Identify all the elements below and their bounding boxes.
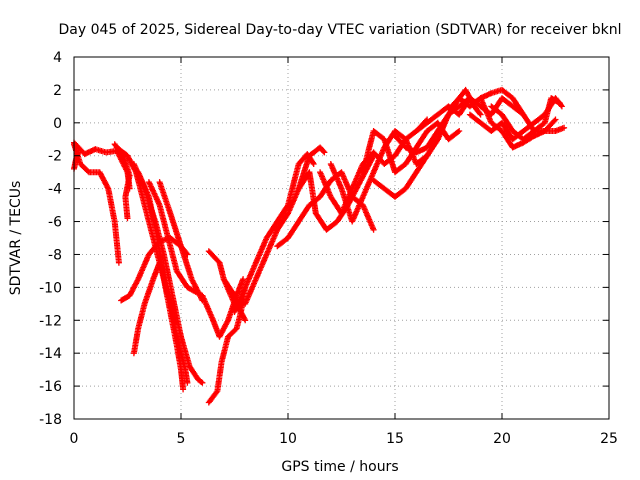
y-tick-label: -4	[48, 182, 62, 198]
x-tick-label: 0	[70, 431, 79, 447]
series-track-15	[231, 151, 317, 315]
y-tick-label: -14	[39, 346, 62, 362]
x-tick-label: 25	[600, 431, 618, 447]
axis-ticks	[73, 56, 610, 420]
x-tick-label: 5	[177, 431, 186, 447]
x-tick-label: 20	[493, 431, 511, 447]
y-tick-label: 2	[53, 83, 62, 99]
data-markers	[71, 86, 568, 406]
x-tick-labels: 0 5 10 15 20 25	[70, 431, 618, 447]
series-track-20	[359, 119, 463, 176]
series-track-27	[488, 95, 563, 143]
x-tick-label: 15	[386, 431, 404, 447]
plus-markers	[359, 119, 463, 176]
series-track-10	[118, 235, 191, 304]
x-tick-label: 10	[279, 431, 297, 447]
y-tick-label: 4	[53, 50, 62, 66]
y-tick-label: -18	[39, 412, 62, 428]
plus-markers	[118, 235, 191, 304]
series-track-26	[477, 95, 568, 151]
chart-title: Day 045 of 2025, Sidereal Day-to-day VTE…	[59, 22, 622, 38]
x-axis-label: GPS time / hours	[281, 459, 398, 475]
y-tick-label: -12	[39, 313, 62, 329]
y-tick-label: -2	[48, 149, 62, 165]
y-tick-label: -8	[48, 247, 62, 263]
plus-markers	[488, 95, 563, 143]
plus-markers	[477, 95, 568, 151]
y-tick-label: -6	[48, 215, 62, 231]
y-tick-label: -16	[39, 379, 62, 395]
series-track-11	[130, 259, 163, 357]
plus-markers	[231, 151, 317, 315]
y-axis-label: SDTVAR / TECUs	[8, 181, 24, 296]
plot-frame	[73, 56, 610, 420]
y-tick-label: -10	[39, 280, 62, 296]
y-tick-labels: 4 2 0 -2 -4 -6 -8 -10 -12 -14 -16 -18	[39, 50, 62, 428]
y-tick-label: 0	[53, 116, 62, 132]
plus-markers	[130, 259, 163, 357]
